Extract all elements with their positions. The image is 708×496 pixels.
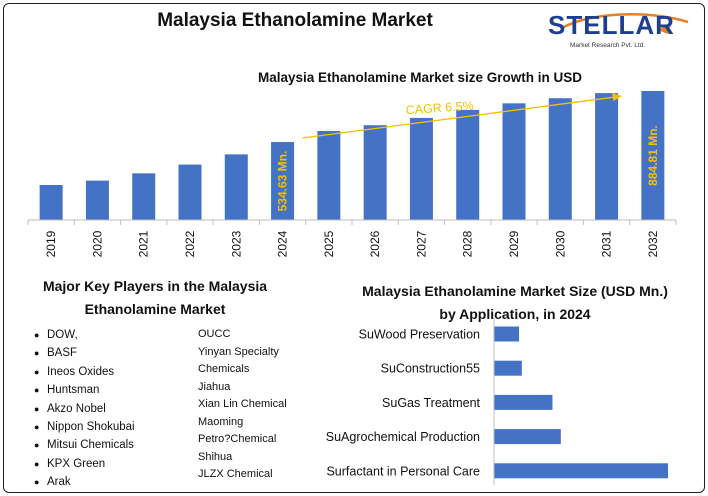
key-player-item: ● Akzo Nobel [34,400,194,418]
growth-bar-2024 [271,142,295,220]
key-player-name: BASF [47,347,78,360]
bullet-icon: ● [34,385,40,396]
key-player-item: ● Mitsui Chemicals [34,436,194,454]
bullet-icon: ● [34,458,40,469]
logo-swoosh-icon [561,13,689,34]
growth-bar-2020 [85,180,109,220]
key-player-name: Shihua [198,450,233,463]
growth-tick-label: 2029 [507,230,521,257]
key-player-name: DOW, [47,329,78,341]
growth-tick-label: 2019 [44,230,58,257]
key-player-name: OUCC [198,328,231,340]
key-player-name: Akzo Nobel [47,402,106,415]
bullet-icon: ● [34,477,40,488]
growth-tick-label: 2023 [229,230,243,257]
growth-tick-label: 2022 [183,230,197,257]
key-player-name: Chemicals [198,363,250,375]
growth-bar-2030 [548,98,572,220]
key-player-name: Nippon Shokubai [47,420,135,433]
key-players-list-1: ● DOW, ● BASF ● Ineos Oxides ● Huntsman ● Akzo No… [34,326,194,492]
bullet-icon: ● [34,440,40,451]
page-title: Malaysia Ethanolamine Market [157,10,433,31]
key-player-name: Petro?Chemical [198,433,277,445]
key-player-name: Yinyan Specialty [198,345,279,358]
key-player-item: ● Ineos Oxides [34,363,194,381]
bullet-icon: ● [34,348,40,359]
key-players-list-2: OUCC Yinyan Specialty Chemicals Jiahua Xian … [198,326,338,484]
growth-tick-label: 2032 [646,230,660,257]
growth-bar-chart: 2019 2020 2021 2022 2023 2024 2025 2026 2027 2028… [27,90,677,257]
growth-bar-2022 [178,164,202,220]
growth-tick-label: 2028 [461,230,475,257]
growth-bar-2027 [409,117,433,220]
bullet-icon: ● [34,421,40,432]
key-player-name: Arak [47,476,71,489]
key-player-name: Xian Lin Chemical [198,398,287,410]
key-player-name: Mitsui Chemicals [47,439,134,452]
bullet-icon: ● [34,330,40,340]
key-player-item: ● KPX Green [34,455,194,473]
growth-bar-2025 [317,131,341,220]
growth-bar-2031 [595,93,619,220]
stellar-logo: STELLAR Market Research Pvt. Ltd. [540,8,690,56]
growth-tick-label: 2025 [322,230,336,257]
growth-chart-title: Malaysia Ethanolamine Market size Growth… [257,70,583,85]
growth-bar-2023 [224,154,248,220]
key-player-item: ● Arak [34,473,194,491]
key-player-item: ● Nippon Shokubai [34,418,194,436]
cagr-arrow [302,96,615,139]
growth-tick-label: 2031 [600,230,614,257]
growth-tick-label: 2024 [276,230,290,257]
end-value-label: 884.81 Mn. [646,125,660,186]
start-value-label: 534.63 Mn. [276,151,290,212]
growth-tick-label: 2030 [553,230,567,257]
application-chart-title: Malaysia Ethanolamine Market Size (USD M… [362,283,668,322]
key-player-name: Huntsman [47,384,100,397]
key-player-name: Ineos Oxides [47,365,115,378]
growth-bar-2029 [502,103,526,220]
key-player-name: JLZX Chemical [198,468,273,480]
growth-bar-2026 [363,125,387,220]
bullet-icon: ● [34,366,40,377]
key-player-item: ● BASF [34,344,194,362]
growth-tick-label: 2020 [90,230,104,257]
growth-bar-2021 [132,173,156,220]
key-player-name: Maoming [198,415,244,428]
growth-tick-label: 2021 [137,230,151,257]
growth-bar-2019 [39,185,63,220]
key-player-name: KPX Green [47,457,106,470]
infographic-frame [3,3,705,493]
logo-wordmark: STELLAR [548,10,675,40]
key-players-title: Major Key Players in the Malaysia Ethano… [42,278,268,317]
growth-bar-2028 [456,109,480,220]
growth-bar-2032 [641,90,665,220]
growth-tick-label: 2027 [414,230,428,257]
cagr-label: CAGR 6.5% [405,99,474,118]
key-player-name: Jiahua [198,380,231,393]
logo-subtitle: Market Research Pvt. Ltd. [570,42,646,49]
cagr-arrow-head-icon [612,93,622,101]
key-player-item: ● DOW, [34,326,194,344]
key-player-item: ● Huntsman [34,381,194,399]
bullet-icon: ● [34,403,40,414]
growth-tick-label: 2026 [368,230,382,257]
